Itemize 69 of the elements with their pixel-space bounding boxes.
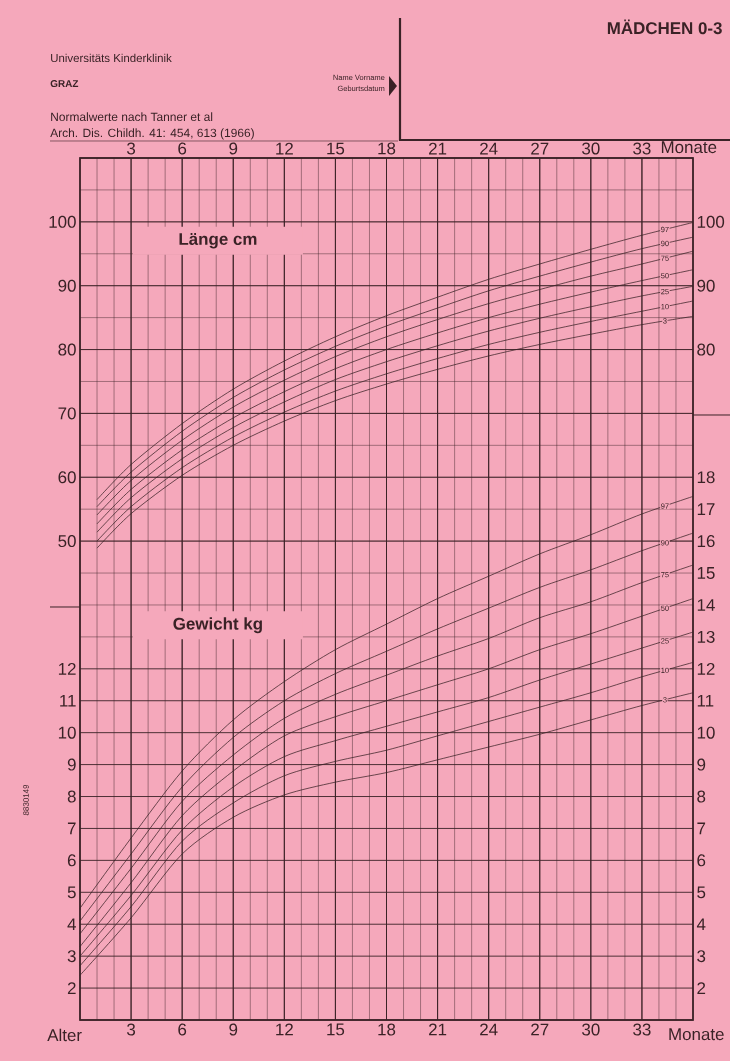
x-tick-label: 33 <box>633 1023 651 1036</box>
y2-tick-label: 16 <box>697 535 715 548</box>
y2-tick-label: 14 <box>697 599 715 611</box>
y2-tick-label: 17 <box>697 503 715 516</box>
x-tick-label: 33 <box>633 142 651 155</box>
x-tick-label: 3 <box>127 1023 136 1036</box>
x-axis-title: Monate <box>661 141 717 154</box>
y2-tick-label: 18 <box>697 471 715 484</box>
y-tick-label: 6 <box>67 854 76 867</box>
x-tick-label: 15 <box>327 142 345 155</box>
x-tick-label: 15 <box>327 1023 345 1036</box>
x-tick-label: 24 <box>480 1023 498 1036</box>
y2-tick-label: 7 <box>697 822 706 835</box>
y-tick-label: 7 <box>67 822 76 835</box>
chart-title: MÄDCHEN 0-3 <box>607 19 722 35</box>
y-tick-label: 10 <box>58 726 76 739</box>
y-tick-label: 8 <box>67 790 76 803</box>
y-tick-label: 3 <box>67 950 76 963</box>
x-tick-label: 18 <box>378 1023 396 1036</box>
y2-tick-label: 13 <box>697 630 715 643</box>
x-tick-label: 27 <box>531 142 549 155</box>
y2-tick-label: 6 <box>697 854 706 867</box>
y2-tick-label: 8 <box>697 790 706 803</box>
x-tick-label: 12 <box>276 1023 293 1036</box>
x-tick-label: 9 <box>229 142 238 155</box>
x-tick-label: 30 <box>582 142 600 155</box>
x-tick-label: 30 <box>582 1023 600 1036</box>
y-axis-title: Gewicht kg <box>173 617 262 634</box>
y2-tick-label: 100 <box>697 215 725 228</box>
y-tick-label: 60 <box>58 471 76 484</box>
y2-tick-label: 12 <box>697 662 715 675</box>
x-axis-title: Monate <box>669 1028 724 1041</box>
y-tick-label: 4 <box>67 918 76 931</box>
x-tick-label: 27 <box>531 1023 549 1036</box>
text: Normalwerte nach Tanner et al <box>51 112 213 122</box>
y-tick-label: 11 <box>60 694 76 707</box>
y2-tick-label: 10 <box>697 726 715 739</box>
y-tick-label: 80 <box>58 343 76 356</box>
x-tick-label: 21 <box>429 142 447 155</box>
y-tick-label: 90 <box>58 279 76 292</box>
y2-tick-label: 5 <box>697 886 706 899</box>
y2-tick-label: 3 <box>697 950 706 963</box>
text: Universitäts Kinderklinik <box>51 53 172 63</box>
y2-tick-label: 9 <box>697 758 706 771</box>
x-tick-label: 3 <box>127 142 136 155</box>
y2-tick-label: 90 <box>697 279 715 292</box>
y2-tick-label: 4 <box>696 918 706 931</box>
y-tick-label: 12 <box>58 662 76 675</box>
text: GRAZ <box>50 80 79 88</box>
y-tick-label: 50 <box>58 535 76 548</box>
x-tick-label: 12 <box>276 142 293 155</box>
x-tick-label: 9 <box>229 1023 238 1036</box>
y2-tick-label: 11 <box>697 694 714 707</box>
y-tick-label: 5 <box>67 886 76 899</box>
x-tick-label: 18 <box>378 142 396 155</box>
text: Arch. Dis. Childh. 41: 454, 613 (1966) <box>50 128 254 140</box>
text: Alter <box>47 1028 82 1042</box>
x-tick-label: 6 <box>178 1023 187 1036</box>
x-tick-label: 6 <box>178 142 187 155</box>
y2-tick-label: 2 <box>697 982 706 994</box>
y-tick-label: 9 <box>67 758 76 771</box>
x-tick-label: 21 <box>429 1023 447 1036</box>
x-tick-label: 24 <box>480 142 498 155</box>
y-tick-label: 100 <box>49 215 76 228</box>
y2-tick-label: 15 <box>697 567 715 579</box>
y2-tick-label: 80 <box>697 343 715 356</box>
y-axis-title: Länge cm <box>179 233 257 249</box>
y-tick-label: 70 <box>58 407 76 420</box>
y-tick-label: 2 <box>67 982 76 994</box>
